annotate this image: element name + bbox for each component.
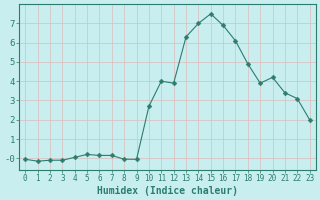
X-axis label: Humidex (Indice chaleur): Humidex (Indice chaleur) [97,186,238,196]
